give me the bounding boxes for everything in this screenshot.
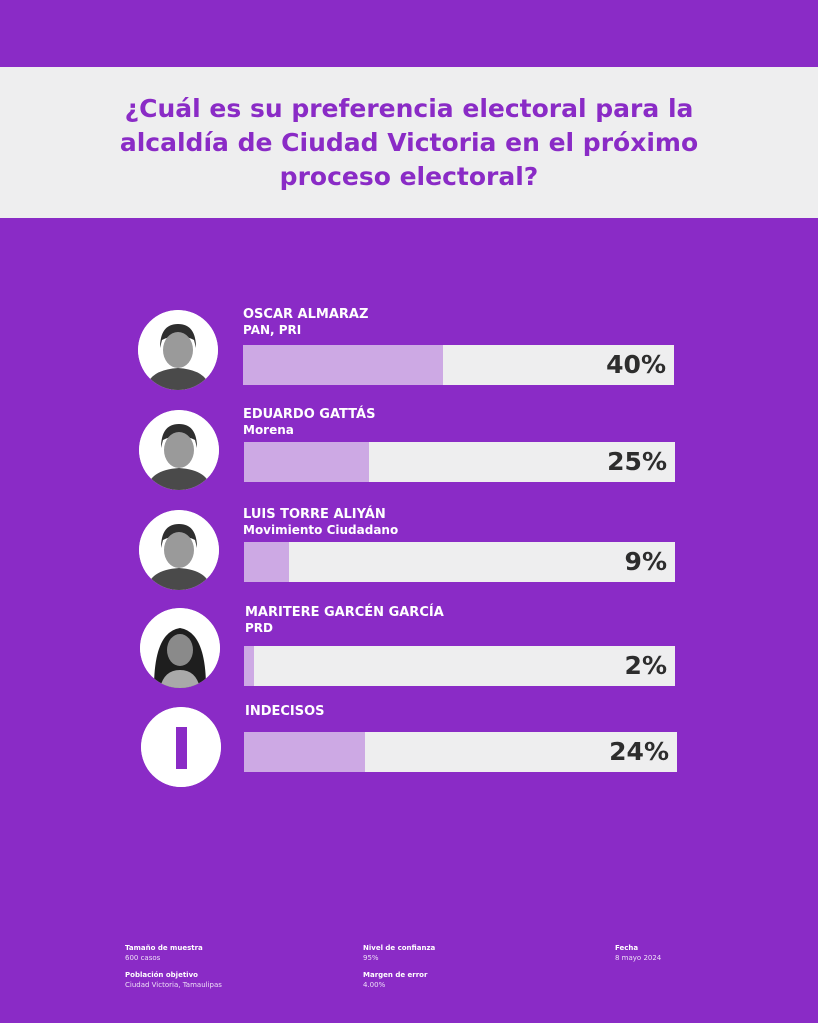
error-value: 4.00%	[363, 981, 386, 989]
footer-error: Margen de error 4.00%	[363, 970, 427, 990]
bar-luis-torre-aliyan	[244, 542, 289, 582]
bar-value-label-oscar-almaraz: 40%	[606, 350, 666, 379]
bar-track-oscar-almaraz: 40%	[243, 345, 674, 385]
sample-label: Tamaño de muestra	[125, 944, 203, 952]
candidate-photo-oscar-almaraz	[138, 310, 218, 390]
date-label: Fecha	[615, 944, 639, 952]
candidate-name-eduardo-gattas: EDUARDO GATTÁS	[243, 407, 376, 422]
date-value: 8 mayo 2024	[615, 954, 662, 962]
bar-value-label-eduardo-gattas: 25%	[607, 447, 667, 476]
undecided-icon	[141, 707, 221, 787]
error-label: Margen de error	[363, 971, 428, 979]
title-banner: ¿Cuál es su preferencia electoral para l…	[0, 67, 818, 218]
confidence-value: 95%	[363, 954, 379, 962]
population-label: Población objetivo	[125, 971, 198, 979]
bar-indecisos	[244, 732, 365, 772]
candidate-photo-maritere-garcen-garcia	[140, 608, 220, 688]
bar-eduardo-gattas	[244, 442, 369, 482]
candidate-party-oscar-almaraz: PAN, PRI	[243, 323, 302, 337]
bar-track-luis-torre-aliyan: 9%	[244, 542, 675, 582]
candidate-party-luis-torre-aliyan: Movimiento Ciudadano	[243, 523, 399, 537]
bar-oscar-almaraz	[243, 345, 443, 385]
candidate-photo-eduardo-gattas	[139, 410, 219, 490]
bar-track-eduardo-gattas: 25%	[244, 442, 675, 482]
footer-sample: Tamaño de muestra 600 casos	[125, 943, 203, 963]
candidate-name-oscar-almaraz: OSCAR ALMARAZ	[243, 307, 369, 322]
bar-maritere-garcen-garcia	[244, 646, 254, 686]
footer-confidence: Nivel de confianza 95%	[363, 943, 435, 963]
candidate-party-maritere-garcen-garcia: PRD	[245, 621, 273, 635]
candidate-party-eduardo-gattas: Morena	[243, 423, 294, 437]
candidate-photo-luis-torre-aliyan	[139, 510, 219, 590]
confidence-label: Nivel de confianza	[363, 944, 436, 952]
bar-value-label-luis-torre-aliyan: 9%	[624, 547, 667, 576]
footer-population: Población objetivo Ciudad Victoria, Tama…	[125, 970, 222, 990]
footer-date: Fecha 8 mayo 2024	[615, 943, 661, 963]
candidate-name-maritere-garcen-garcia: MARITERE GARCÉN GARCÍA	[245, 605, 444, 620]
chart-title: ¿Cuál es su preferencia electoral para l…	[119, 93, 699, 191]
bar-track-indecisos: 24%	[244, 732, 677, 772]
bar-value-label-indecisos: 24%	[609, 737, 669, 766]
candidate-name-luis-torre-aliyan: LUIS TORRE ALIYÁN	[243, 507, 386, 522]
candidate-name-indecisos: INDECISOS	[245, 704, 325, 719]
bar-value-label-maritere-garcen-garcia: 2%	[624, 651, 667, 680]
population-value: Ciudad Victoria, Tamaulipas	[125, 981, 222, 989]
bar-track-maritere-garcen-garcia: 2%	[244, 646, 675, 686]
sample-value: 600 casos	[125, 954, 161, 962]
